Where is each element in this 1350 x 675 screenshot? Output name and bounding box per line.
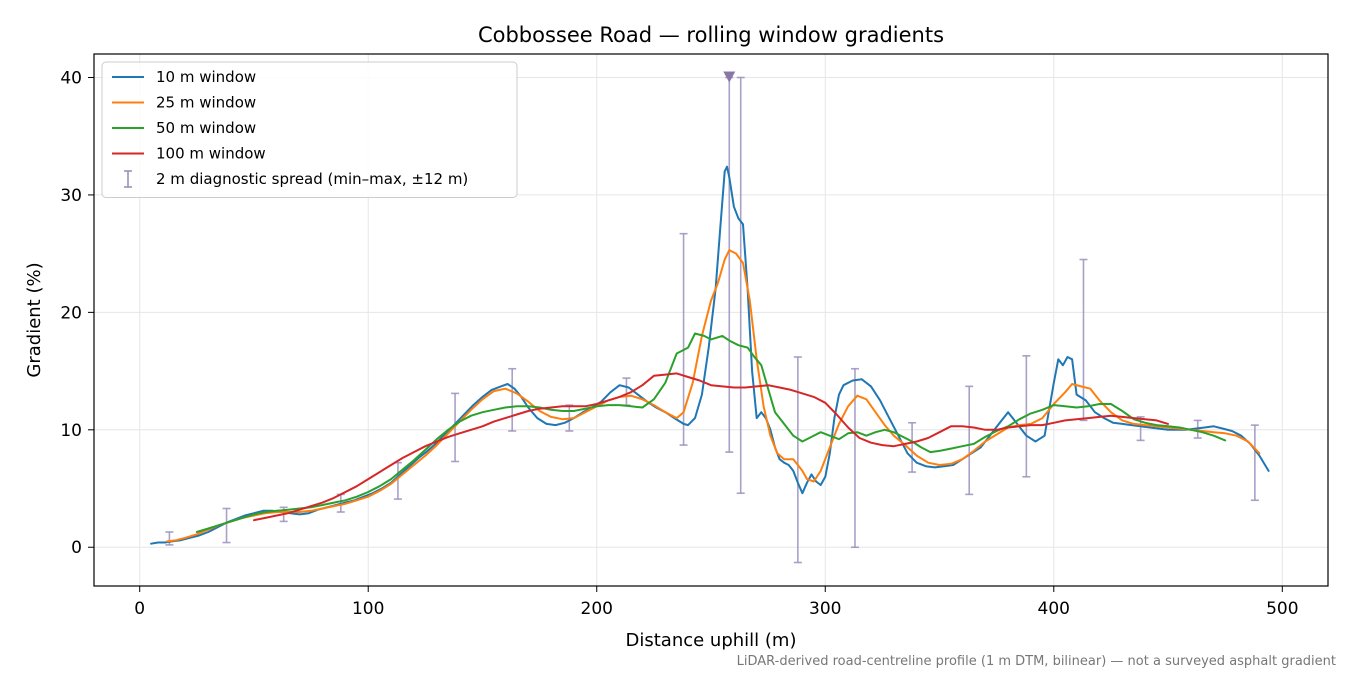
x-tick-label: 300: [809, 599, 841, 619]
series-layer: [150, 165, 1270, 545]
chart-title: Cobbossee Road — rolling window gradient…: [478, 23, 944, 47]
y-tick-label: 40: [60, 68, 82, 88]
errorbar: [908, 421, 917, 473]
x-tick-label: 200: [581, 599, 613, 619]
y-axis-title: Gradient (%): [24, 262, 45, 377]
clipped-marker: [723, 71, 736, 83]
x-tick-label: 400: [1038, 599, 1070, 619]
series-line-4: [253, 372, 1169, 522]
errorbar: [1079, 258, 1088, 422]
footnote: LiDAR-derived road-centreline profile (1…: [737, 654, 1336, 669]
errorbar: [508, 367, 517, 432]
errorbar: [736, 76, 745, 495]
marker-layer: [723, 71, 736, 83]
legend-label: 10 m window: [156, 68, 256, 86]
x-tick-label: 100: [352, 599, 384, 619]
x-tick-label: 500: [1266, 599, 1298, 619]
legend-label: 2 m diagnostic spread (min–max, ±12 m): [156, 170, 468, 188]
y-tick-label: 0: [71, 538, 82, 558]
plot-frame: [93, 53, 1329, 587]
series-line-2: [166, 249, 1261, 543]
y-tick-label: 30: [60, 186, 82, 206]
y-tick-label: 20: [60, 303, 82, 323]
x-axis-title: Distance uphill (m): [626, 630, 797, 651]
legend-box: [101, 61, 518, 198]
axis-ticks: 0 100 200 300 400 500 0 10 20 30 40: [60, 68, 1298, 619]
x-tick-label: 0: [134, 599, 145, 619]
series-line-3: [195, 332, 1227, 533]
legend-label: 25 m window: [156, 94, 256, 112]
series-line-1: [150, 165, 1270, 545]
legend-label: 50 m window: [156, 119, 256, 137]
legend-label: 100 m window: [156, 145, 266, 163]
y-tick-label: 10: [60, 421, 82, 441]
errorbar: [1250, 424, 1259, 502]
errorbar: [222, 507, 231, 544]
errorbar: [965, 385, 974, 496]
legend: 10 m window 25 m window 50 m window 100 m w…: [101, 61, 518, 198]
